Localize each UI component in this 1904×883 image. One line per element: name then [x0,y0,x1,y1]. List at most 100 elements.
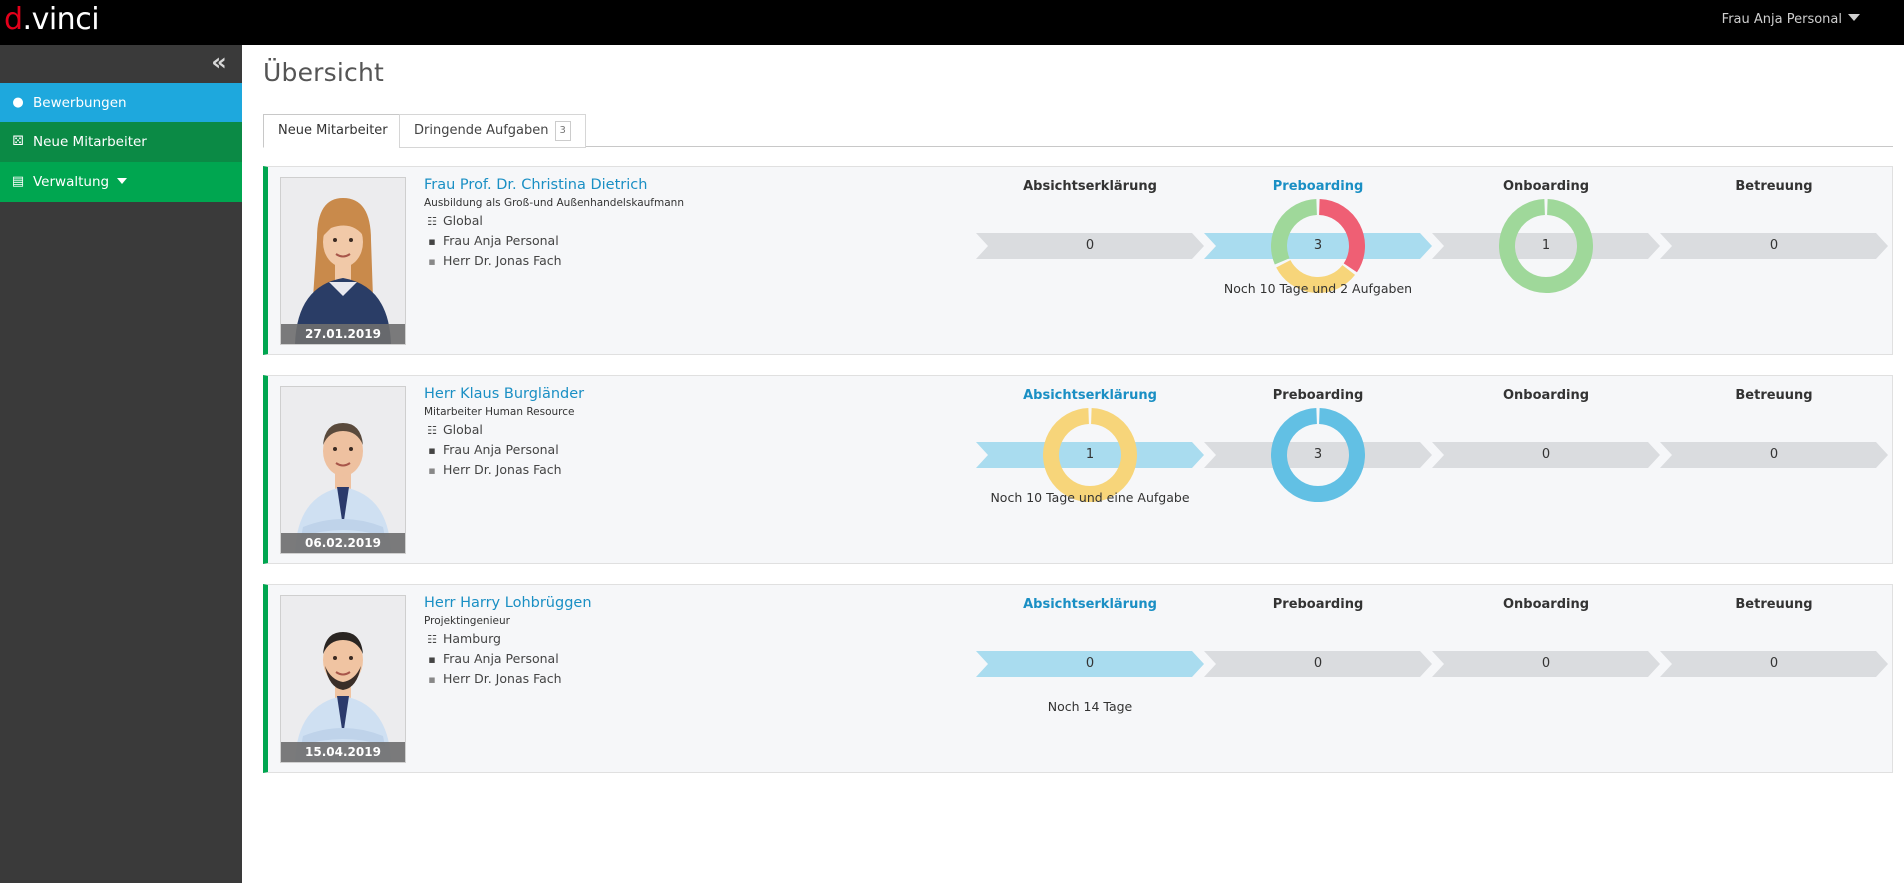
org-chart-icon: ☷ [427,633,437,646]
employee-name-link[interactable]: Herr Klaus Burgländer [424,386,585,402]
caret-down-icon [117,178,128,184]
table-icon: ▤ [11,174,25,189]
employee-location: ☷ Global [424,422,584,438]
stage-title[interactable]: Absichtserklärung [1023,597,1157,612]
tab-label: Neue Mitarbeiter [278,123,388,138]
stage-chevron[interactable]: 0 [976,233,1204,259]
stage-count: 0 [1769,238,1779,253]
sidebar-item-label: Verwaltung [33,174,110,190]
employee-contact-dept: ▪ Herr Dr. Jonas Fach [424,253,684,269]
tab-bar: Neue Mitarbeiter Dringende Aufgaben 3 [263,114,1893,148]
stage-title[interactable]: Onboarding [1502,179,1590,194]
stage-title[interactable]: Preboarding [1272,388,1364,403]
person-icon: ▪ [428,444,436,457]
stage-chevron[interactable]: 0 [1432,442,1660,468]
employee-location: ☷ Hamburg [424,631,592,647]
stage-title[interactable]: Betreuung [1735,179,1813,194]
person-icon: ▪ [428,464,436,477]
employee-card: 06.02.2019 Herr Klaus Burgländer Mitarbeit… [263,375,1893,564]
stage-chevron[interactable]: 0 [1204,651,1432,677]
count-badge: 3 [554,120,571,141]
start-date: 15.04.2019 [281,742,405,762]
person-icon: ▪ [428,255,436,268]
stage-count: 0 [1085,656,1095,671]
start-date: 06.02.2019 [281,533,405,553]
caret-down-icon [1848,14,1860,21]
stage-title[interactable]: Preboarding [1272,597,1364,612]
stage-remaining-note: Noch 10 Tage und 2 Aufgaben [1223,281,1413,296]
person-icon: ▪ [428,235,436,248]
tab-label: Dringende Aufgaben [414,123,549,138]
employee-photo[interactable]: 15.04.2019 [280,595,406,763]
employee-location: ☷ Global [424,213,684,229]
sidebar-item-bewerbungen[interactable]: ● Bewerbungen [0,83,242,123]
stage-donut-chart[interactable]: 3 [1271,199,1365,293]
sidebar-item-verwaltung[interactable]: ▤ Verwaltung [0,162,242,202]
user-name: Frau Anja Personal [1721,12,1842,27]
sidebar: « ● Bewerbungen ⚄ Neue Mitarbeiter ▤ Ver… [0,45,242,883]
stage-remaining-note: Noch 10 Tage und eine Aufgabe [990,490,1190,505]
employee-contact-hr: ▪ Frau Anja Personal [424,442,584,458]
stage-chevron[interactable]: 0 [976,651,1204,677]
stage-count: 0 [1085,238,1095,253]
org-chart-icon: ☷ [427,424,437,437]
person-icon: ▪ [428,673,436,686]
stage-chevron[interactable]: 0 [1660,651,1888,677]
person-icon: ▪ [428,653,436,666]
collapse-sidebar-icon[interactable]: « [211,48,227,76]
tab-dringende-aufgaben[interactable]: Dringende Aufgaben 3 [399,114,586,148]
user-icon: ● [12,95,24,110]
dvinci-logo[interactable]: d.vinci [4,2,100,37]
employee-info: Herr Klaus Burgländer Mitarbeiter Human R… [424,386,584,478]
employee-contact-hr: ▪ Frau Anja Personal [424,233,684,249]
page-title: Übersicht [263,58,384,87]
stage-chevron[interactable]: 0 [1660,442,1888,468]
employee-name-link[interactable]: Herr Harry Lohbrüggen [424,595,592,611]
employee-name-link[interactable]: Frau Prof. Dr. Christina Dietrich [424,177,648,193]
stage-donut-chart[interactable]: 1 [1499,199,1593,293]
stage-count: 1 [1074,443,1106,467]
employee-contact-dept: ▪ Herr Dr. Jonas Fach [424,462,584,478]
stage-donut-chart[interactable]: 1 [1043,408,1137,502]
stage-title[interactable]: Onboarding [1502,388,1590,403]
stage-count: 0 [1313,656,1323,671]
stage-title[interactable]: Betreuung [1735,597,1813,612]
tab-neue-mitarbeiter[interactable]: Neue Mitarbeiter [263,114,403,148]
stage-title[interactable]: Onboarding [1502,597,1590,612]
org-chart-icon: ☷ [427,215,437,228]
stage-count: 3 [1302,443,1334,467]
stage-progress: Absichtserklärung 1 Preboarding 3 Onboarding… [976,376,1888,563]
employee-contact-dept: ▪ Herr Dr. Jonas Fach [424,671,592,687]
stage-title[interactable]: Preboarding [1272,179,1364,194]
stage-chevron[interactable]: 0 [1660,233,1888,259]
stage-count: 0 [1769,656,1779,671]
employee-card: 15.04.2019 Herr Harry Lohbrüggen Projektin… [263,584,1893,773]
stage-progress: Absichtserklärung 0 Preboarding 3 Onboarding… [976,167,1888,354]
user-menu[interactable]: Frau Anja Personal [1722,0,1860,40]
employee-photo[interactable]: 06.02.2019 [280,386,406,554]
employee-card: 27.01.2019 Frau Prof. Dr. Christina Dietr… [263,166,1893,355]
top-bar: d.vinci Frau Anja Personal [0,0,1904,45]
stage-donut-chart[interactable]: 3 [1271,408,1365,502]
employee-photo[interactable]: 27.01.2019 [280,177,406,345]
stage-count: 1 [1530,234,1562,258]
employee-job-title: Ausbildung als Groß-und Außenhandelskauf… [424,197,684,209]
stage-chevron[interactable]: 0 [1432,651,1660,677]
sidebar-item-label: Bewerbungen [33,95,127,111]
stage-count: 0 [1769,447,1779,462]
start-date: 27.01.2019 [281,324,405,344]
sidebar-item-label: Neue Mitarbeiter [33,134,147,150]
stage-title[interactable]: Betreuung [1735,388,1813,403]
stage-title[interactable]: Absichtserklärung [1023,179,1157,194]
employee-info: Herr Harry Lohbrüggen Projektingenieur ☷ Ha… [424,595,592,687]
employee-info: Frau Prof. Dr. Christina Dietrich Ausbild… [424,177,684,269]
stage-count: 3 [1302,234,1334,258]
handshake-icon: ⚄ [12,134,24,149]
employee-job-title: Projektingenieur [424,615,510,627]
sidebar-item-neue-mitarbeiter[interactable]: ⚄ Neue Mitarbeiter [0,122,242,162]
stage-progress: Absichtserklärung 0 Preboarding 0 Onboarding… [976,585,1888,772]
stage-count: 0 [1541,656,1551,671]
employee-contact-hr: ▪ Frau Anja Personal [424,651,592,667]
stage-count: 0 [1541,447,1551,462]
stage-title[interactable]: Absichtserklärung [1023,388,1157,403]
